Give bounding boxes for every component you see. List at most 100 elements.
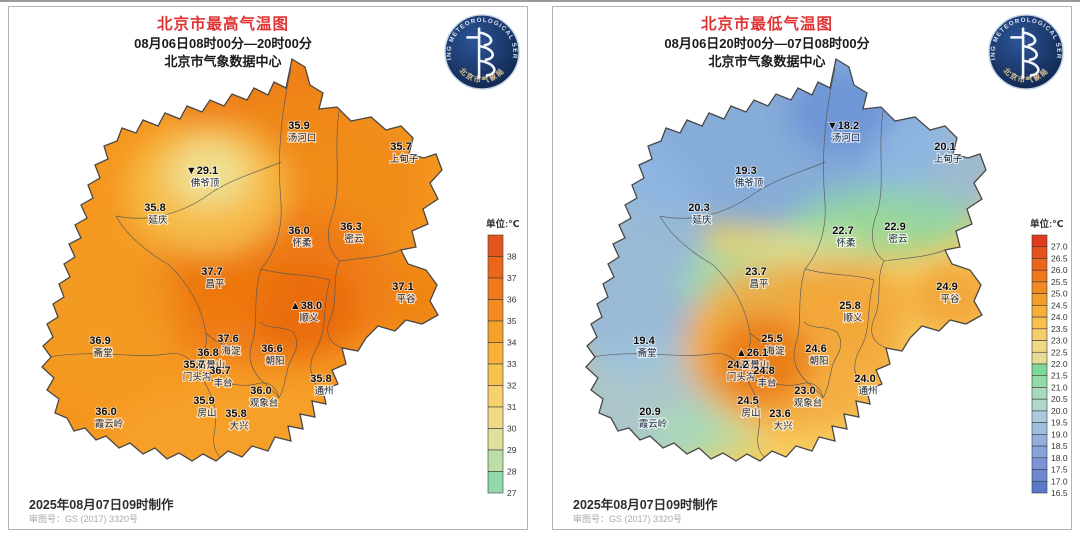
station-value: 23.0	[794, 385, 815, 397]
station-name: 昌平	[205, 279, 225, 290]
station-value: 36.7	[209, 365, 230, 377]
station-name: 石景山	[197, 360, 226, 371]
map-time-range: 08月06日08时00分—20时00分	[134, 36, 312, 52]
legend-tick-label: 31	[507, 402, 517, 412]
station-name: 顺义	[299, 313, 319, 324]
station-value: 20.9	[639, 406, 660, 418]
station-name: 朝阳	[265, 356, 284, 367]
legend-swatch	[1031, 293, 1048, 306]
station-value: 23.7	[745, 266, 766, 278]
legend-swatch	[1031, 281, 1048, 294]
legend-tick-label: 30	[507, 424, 517, 434]
legend: 单位:℃ 27.026.5 26.0 25.5 25.024.5 24.0 23.5 23.0…	[1030, 218, 1068, 498]
map-title: 北京市最低气温图	[700, 16, 833, 33]
legend-swatch	[1031, 258, 1048, 271]
station-name: 海淀	[765, 345, 785, 357]
station-value: 35.8	[144, 202, 165, 214]
legend-tick-label: 21.5	[1051, 371, 1068, 381]
legend-swatch	[487, 428, 504, 451]
station-name: 丰台	[757, 377, 776, 389]
temperature-map: 35.9汤河口35.7上甸子▼29.1佛爷顶35.8延庆36.0怀柔36.3密云…	[41, 57, 520, 498]
station-name: 霞云岭	[95, 418, 124, 430]
bureau-logo: BEIJING METEOROLOGICAL SERVICE 北京市气象局	[988, 14, 1064, 90]
legend-tick-label: 25.5	[1051, 277, 1068, 287]
station-value: 35.8	[225, 408, 246, 420]
station-value: 19.3	[735, 165, 756, 177]
map-approval-number: 审图号：GS (2017) 3320号	[29, 514, 139, 524]
station-value: 36.0	[288, 225, 309, 237]
legend-unit-label: 单位:℃	[1030, 218, 1064, 230]
legend-tick-label: 19.5	[1051, 418, 1068, 428]
min-temp-map-panel: ▼18.2 汤河口 20.1 上甸子 19.3 佛爷顶 20.3 延庆 22.7 怀柔 22.9 密云…	[552, 6, 1072, 530]
station-name: 丰台	[213, 377, 232, 389]
station-value: 35.8	[310, 373, 331, 385]
district-borders	[48, 68, 402, 460]
weather-vane-icon	[466, 27, 496, 79]
legend-swatch	[1031, 316, 1048, 330]
station-name: 佛爷顶	[191, 177, 220, 189]
station-value: 24.8	[753, 365, 774, 377]
station-value: 24.0	[854, 373, 875, 385]
legend-swatch	[1031, 375, 1048, 388]
legend-tick-label: 33	[507, 359, 517, 369]
station-value: 24.6	[805, 343, 826, 355]
legend-swatch	[487, 277, 504, 300]
station-name: 斋堂	[637, 347, 656, 359]
station-value: 37.7	[201, 266, 222, 278]
station-name: 门头沟	[183, 371, 212, 383]
station-name: 朝阳	[809, 356, 828, 367]
station-value: 24.5	[737, 395, 758, 407]
legend-swatch	[1031, 457, 1048, 470]
map-header: 北京市最低气温图 08月06日20时00分—07日08时00分 北京市气象数据中…	[561, 15, 973, 70]
station-value: 35.7	[390, 141, 411, 153]
station-name: 平谷	[940, 294, 960, 305]
station-name: 石景山	[741, 360, 770, 371]
station-name: 观象台	[794, 397, 823, 409]
legend-swatch	[487, 256, 504, 279]
temperature-field	[42, 59, 442, 461]
station-value: 25.5	[761, 333, 782, 345]
station-name: 海淀	[221, 345, 241, 357]
legend-swatch	[1031, 234, 1048, 248]
station-value: 22.9	[884, 221, 905, 233]
legend-swatch	[487, 406, 504, 429]
station-value: 19.4	[633, 335, 655, 347]
legend-swatch	[1031, 305, 1048, 318]
legend-swatch	[487, 363, 504, 386]
legend-swatch	[487, 342, 504, 365]
legend-swatch	[1031, 445, 1048, 459]
legend-tick-label: 25.0	[1051, 289, 1068, 299]
station-value: ▲38.0	[290, 300, 322, 312]
legend-swatch	[1031, 246, 1048, 259]
station-name: 霞云岭	[639, 418, 668, 430]
legend-unit-label: 单位:℃	[486, 218, 520, 230]
legend-tick-label: 22.5	[1051, 347, 1068, 357]
station-value: 20.1	[934, 141, 955, 153]
legend-swatch	[487, 234, 504, 257]
station-name: 通州	[858, 386, 877, 397]
legend-tick-label: 27	[507, 488, 517, 498]
map-approval-number: 审图号：GS (2017) 3320号	[573, 514, 683, 524]
station-name: 房山	[197, 407, 216, 419]
station-value: 36.8	[197, 347, 218, 359]
legend-tick-label: 27.0	[1051, 242, 1068, 252]
map-data-source: 北京市气象数据中心	[708, 53, 826, 69]
legend-swatch	[1031, 351, 1048, 365]
map-title: 北京市最高气温图	[156, 16, 289, 33]
max-temp-map-panel: 35.9 汤河口 35.7 上甸子 ▼29.1 佛爷顶 35.8 延庆 36.0 怀柔 36.3 密云…	[8, 6, 528, 530]
legend-tick-label: 24.5	[1051, 300, 1068, 310]
station-value: ▼18.2	[827, 120, 859, 132]
station-value: 20.3	[688, 202, 709, 214]
legend-tick-label: 34	[507, 338, 517, 348]
legend-swatch	[1031, 269, 1048, 283]
station-name: 密云	[344, 233, 363, 245]
station-name: 斋堂	[93, 347, 112, 359]
legend-tick-label: 23.5	[1051, 324, 1068, 334]
map-data-source: 北京市气象数据中心	[164, 53, 282, 69]
station-value: 36.3	[340, 221, 361, 233]
station-name: 门头沟	[727, 371, 756, 383]
legend-swatch	[1031, 434, 1048, 447]
legend-tick-label: 23.0	[1051, 336, 1068, 346]
station-name: 房山	[741, 407, 760, 419]
